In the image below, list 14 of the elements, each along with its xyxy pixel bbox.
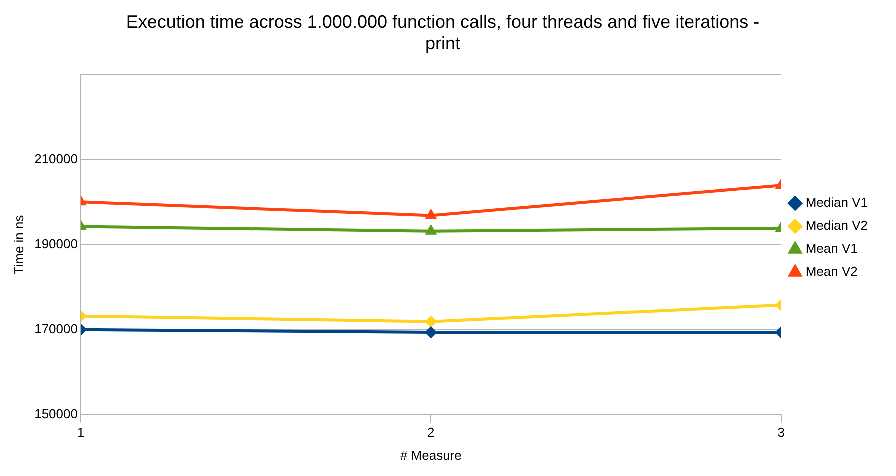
legend-label: Mean V2 <box>806 264 858 280</box>
chart-title: Execution time across 1.000.000 function calls, four threads and five iterations - print <box>126 12 760 54</box>
x-axis-title: # Measure <box>400 448 462 463</box>
legend-label: Median V1 <box>806 195 868 210</box>
y-tick-label: 170000 <box>34 321 78 336</box>
x-tick-label: 2 <box>428 425 435 440</box>
y-axis-title: Time in ns <box>11 214 26 275</box>
x-tick-label: 3 <box>778 425 785 440</box>
x-tick-label: 1 <box>77 425 85 440</box>
y-tick-label: 150000 <box>34 406 78 422</box>
legend-label: Mean V1 <box>806 241 858 256</box>
y-tick-label: 210000 <box>34 152 78 167</box>
y-tick-label: 190000 <box>34 236 78 252</box>
legend-label: Median V2 <box>806 218 868 234</box>
